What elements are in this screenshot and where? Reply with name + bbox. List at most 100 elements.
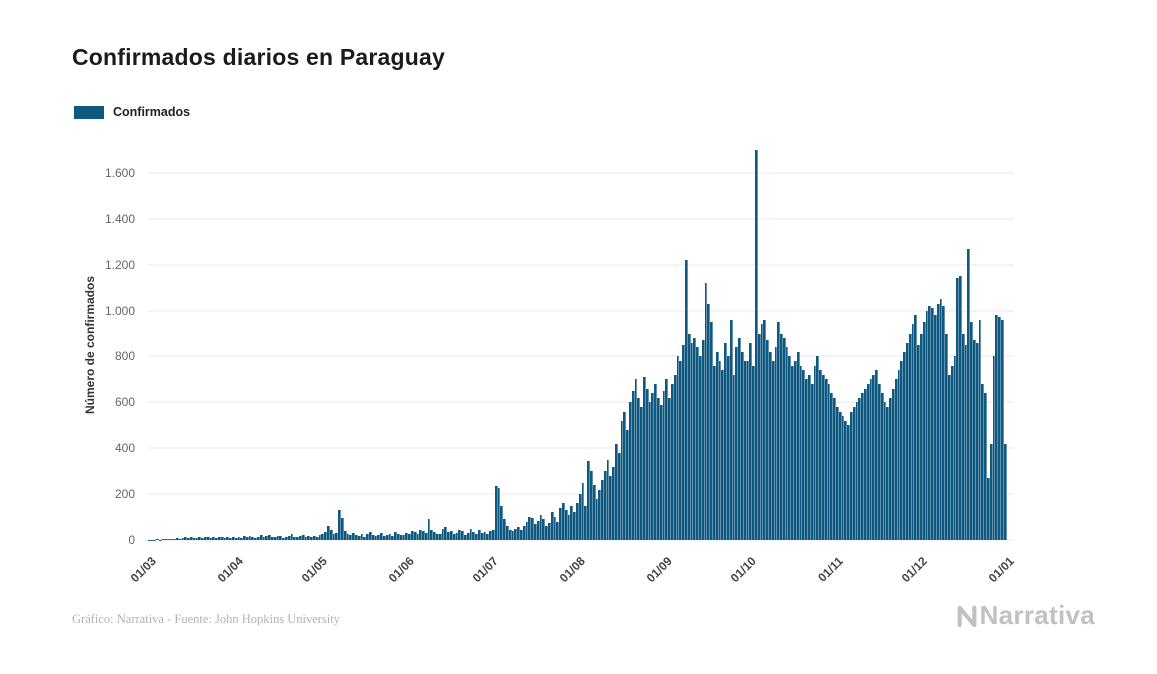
bar bbox=[978, 319, 982, 540]
bar bbox=[245, 537, 249, 540]
bar bbox=[643, 377, 646, 540]
bar bbox=[349, 535, 353, 540]
bar bbox=[492, 529, 495, 540]
bar bbox=[464, 534, 467, 540]
bar bbox=[987, 478, 990, 540]
bar bbox=[1003, 443, 1007, 540]
bar bbox=[808, 374, 811, 540]
bar bbox=[209, 537, 213, 540]
bar bbox=[682, 345, 685, 540]
bar bbox=[704, 283, 708, 540]
bar bbox=[377, 534, 381, 540]
bar bbox=[486, 533, 490, 540]
bar bbox=[313, 535, 316, 540]
bar bbox=[791, 365, 795, 540]
bar bbox=[785, 347, 789, 540]
bar bbox=[542, 519, 546, 540]
bar bbox=[489, 530, 493, 540]
bar bbox=[992, 356, 996, 540]
bar bbox=[533, 523, 537, 540]
y-tick-label: 200 bbox=[114, 487, 135, 502]
bar bbox=[248, 535, 252, 540]
x-axis: 01/03 01/04 01/05 01/06 01/07 01/08 01/09 01/10… bbox=[128, 548, 1016, 612]
bar bbox=[847, 425, 851, 540]
bar bbox=[307, 536, 311, 540]
bar bbox=[410, 530, 414, 540]
bar bbox=[662, 390, 666, 540]
bar bbox=[173, 538, 176, 540]
bar bbox=[989, 443, 993, 540]
bar bbox=[438, 534, 442, 540]
bar bbox=[629, 402, 632, 540]
bar bbox=[945, 333, 948, 540]
bar bbox=[511, 530, 515, 540]
bar bbox=[830, 393, 834, 540]
bar bbox=[556, 521, 560, 540]
y-tick-label: 1.400 bbox=[104, 211, 135, 226]
bar bbox=[536, 520, 540, 540]
bar bbox=[928, 306, 932, 540]
bar bbox=[251, 537, 255, 540]
bar bbox=[327, 526, 330, 540]
bar bbox=[254, 537, 258, 540]
bar bbox=[452, 534, 456, 540]
bar bbox=[231, 537, 235, 540]
bar bbox=[601, 480, 604, 540]
bar bbox=[712, 365, 716, 540]
bar bbox=[433, 531, 437, 540]
bar bbox=[687, 333, 691, 540]
y-tick-label: 600 bbox=[114, 395, 135, 410]
bar bbox=[237, 536, 241, 540]
bar bbox=[931, 308, 934, 540]
page-title: Confirmados diarios en Paraguay bbox=[72, 44, 446, 70]
bar bbox=[609, 475, 613, 540]
bar bbox=[268, 534, 272, 540]
bar bbox=[573, 512, 576, 540]
bar bbox=[738, 338, 741, 540]
bar bbox=[181, 537, 185, 540]
bar bbox=[743, 361, 747, 540]
bar bbox=[198, 537, 202, 540]
legend-label: Confirmados bbox=[113, 105, 191, 119]
bar bbox=[164, 539, 168, 540]
bar bbox=[506, 526, 509, 540]
bar bbox=[352, 533, 355, 540]
bar bbox=[654, 384, 658, 540]
bar bbox=[645, 388, 649, 540]
bar bbox=[810, 384, 814, 540]
legend-swatch-confirmados bbox=[74, 105, 104, 119]
gridline bbox=[148, 447, 1014, 449]
bar bbox=[883, 402, 887, 540]
bar bbox=[436, 533, 439, 540]
bar bbox=[360, 534, 364, 540]
bar bbox=[559, 507, 562, 540]
bar bbox=[212, 537, 216, 540]
bar bbox=[606, 459, 610, 540]
bar bbox=[657, 397, 660, 540]
bar bbox=[408, 534, 411, 540]
bar bbox=[852, 406, 856, 540]
bar bbox=[819, 370, 823, 540]
bar bbox=[301, 535, 305, 540]
bar bbox=[234, 537, 238, 540]
bar bbox=[774, 347, 778, 540]
bar bbox=[710, 322, 713, 540]
bar bbox=[866, 384, 870, 540]
x-tick-label: 01/12 bbox=[898, 554, 930, 586]
bar bbox=[760, 324, 764, 540]
y-tick-label: 1.600 bbox=[104, 165, 135, 180]
bar bbox=[771, 361, 775, 540]
x-tick-label: 01/01 bbox=[985, 554, 1017, 586]
bar bbox=[936, 303, 940, 540]
bar bbox=[794, 361, 797, 540]
bar bbox=[508, 529, 512, 540]
bar bbox=[766, 340, 769, 540]
bar bbox=[517, 527, 520, 540]
bar bbox=[315, 537, 319, 540]
bar bbox=[850, 411, 853, 540]
bar bbox=[676, 356, 680, 540]
bar bbox=[321, 533, 325, 540]
bar bbox=[919, 333, 923, 540]
gridline bbox=[148, 218, 1014, 220]
bar bbox=[273, 537, 277, 540]
